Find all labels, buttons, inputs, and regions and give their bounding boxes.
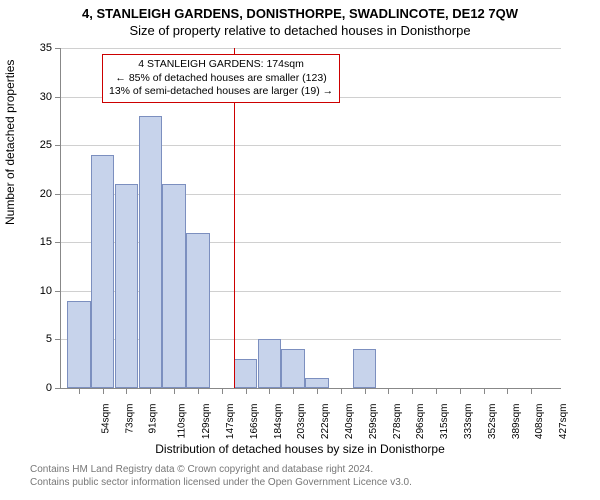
histogram-bar — [91, 155, 114, 388]
annotation-line2: ← 85% of detached houses are smaller (12… — [109, 72, 333, 86]
annotation-line3: 13% of semi-detached houses are larger (… — [109, 85, 333, 99]
x-tick — [484, 388, 485, 394]
y-tick — [55, 145, 61, 146]
y-tick — [55, 339, 61, 340]
footer-attribution: Contains HM Land Registry data © Crown c… — [30, 464, 412, 489]
y-tick-label: 10 — [40, 285, 52, 297]
chart-container: 4, STANLEIGH GARDENS, DONISTHORPE, SWADL… — [0, 0, 600, 500]
y-tick — [55, 194, 61, 195]
x-tick — [246, 388, 247, 394]
x-tick — [388, 388, 389, 394]
y-tick-label: 0 — [46, 382, 52, 394]
histogram-bar — [139, 116, 162, 388]
chart-title-sub: Size of property relative to detached ho… — [0, 21, 600, 38]
x-tick-label: 259sqm — [368, 404, 379, 440]
y-tick-label: 15 — [40, 236, 52, 248]
x-tick — [507, 388, 508, 394]
histogram-bar — [186, 233, 209, 388]
x-tick — [269, 388, 270, 394]
x-tick-label: 184sqm — [273, 404, 284, 440]
x-tick — [174, 388, 175, 394]
x-tick — [79, 388, 80, 394]
x-tick-label: 333sqm — [463, 404, 474, 440]
x-tick-label: 389sqm — [511, 404, 522, 440]
histogram-bar — [353, 349, 376, 388]
y-tick-label: 20 — [40, 188, 52, 200]
y-tick-label: 30 — [40, 91, 52, 103]
chart-area: 4 STANLEIGH GARDENS: 174sqm ← 85% of det… — [60, 48, 560, 388]
x-tick-label: 166sqm — [249, 404, 260, 440]
footer-line1: Contains HM Land Registry data © Crown c… — [30, 464, 412, 477]
y-tick — [55, 291, 61, 292]
x-tick — [317, 388, 318, 394]
histogram-bar — [67, 301, 90, 388]
x-tick-label: 315sqm — [439, 404, 450, 440]
x-tick — [198, 388, 199, 394]
x-tick-label: 54sqm — [100, 404, 111, 434]
y-tick — [55, 97, 61, 98]
x-tick-label: 352sqm — [487, 404, 498, 440]
histogram-bar — [258, 339, 281, 388]
x-tick-label: 222sqm — [320, 404, 331, 440]
x-tick — [436, 388, 437, 394]
x-axis-label: Distribution of detached houses by size … — [0, 442, 600, 456]
annotation-box: 4 STANLEIGH GARDENS: 174sqm ← 85% of det… — [102, 54, 340, 103]
x-tick-label: 240sqm — [344, 404, 355, 440]
x-tick-label: 278sqm — [392, 404, 403, 440]
histogram-bar — [234, 359, 257, 388]
histogram-bar — [281, 349, 304, 388]
chart-title-main: 4, STANLEIGH GARDENS, DONISTHORPE, SWADL… — [0, 0, 600, 21]
x-tick-label: 91sqm — [148, 404, 159, 434]
histogram-bar — [115, 184, 138, 388]
y-tick — [55, 242, 61, 243]
y-tick-label: 35 — [40, 42, 52, 54]
x-tick-label: 73sqm — [124, 404, 135, 434]
x-tick-label: 147sqm — [225, 404, 236, 440]
x-tick — [222, 388, 223, 394]
y-tick — [55, 388, 61, 389]
x-tick-label: 129sqm — [201, 404, 212, 440]
x-tick-label: 110sqm — [177, 404, 188, 439]
x-tick — [341, 388, 342, 394]
y-tick-label: 25 — [40, 139, 52, 151]
histogram-bar — [162, 184, 185, 388]
x-tick — [293, 388, 294, 394]
grid-line — [61, 145, 561, 146]
footer-line2: Contains public sector information licen… — [30, 477, 412, 490]
x-tick-label: 408sqm — [535, 404, 546, 440]
x-tick — [460, 388, 461, 394]
histogram-bar — [305, 378, 328, 388]
x-tick-label: 296sqm — [415, 404, 426, 440]
x-tick — [531, 388, 532, 394]
x-tick-label: 203sqm — [296, 404, 307, 440]
x-tick — [150, 388, 151, 394]
grid-line — [61, 48, 561, 49]
x-tick-label: 427sqm — [558, 404, 569, 440]
x-tick — [126, 388, 127, 394]
x-tick — [103, 388, 104, 394]
y-axis-label: Number of detached properties — [3, 60, 17, 225]
y-tick-label: 5 — [46, 333, 52, 345]
annotation-line1: 4 STANLEIGH GARDENS: 174sqm — [109, 58, 333, 72]
x-tick — [365, 388, 366, 394]
x-tick — [412, 388, 413, 394]
y-tick — [55, 48, 61, 49]
